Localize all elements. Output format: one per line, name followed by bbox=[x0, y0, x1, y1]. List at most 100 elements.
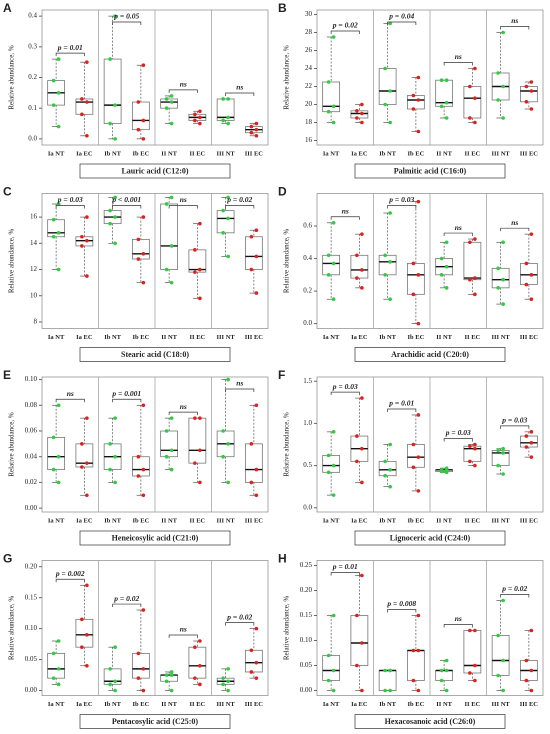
data-point bbox=[169, 673, 174, 677]
data-point bbox=[473, 442, 477, 447]
y-tick-label: 0.0 bbox=[303, 319, 312, 327]
data-point bbox=[355, 116, 359, 120]
data-point bbox=[249, 267, 254, 272]
data-point bbox=[468, 628, 472, 633]
data-point bbox=[473, 237, 477, 241]
box bbox=[350, 110, 369, 119]
data-point bbox=[56, 454, 61, 459]
data-point bbox=[473, 276, 477, 280]
data-point bbox=[496, 448, 500, 453]
data-point bbox=[388, 468, 392, 472]
x-tick-label: III EC bbox=[520, 334, 539, 341]
data-point bbox=[226, 480, 230, 485]
box bbox=[406, 95, 425, 110]
data-point bbox=[326, 109, 331, 114]
data-point bbox=[254, 626, 259, 631]
box bbox=[491, 450, 510, 466]
significance-label: p = 0.03 bbox=[57, 195, 83, 204]
data-point bbox=[56, 57, 61, 61]
significance-bracket bbox=[55, 205, 85, 209]
data-point bbox=[501, 688, 505, 693]
data-point bbox=[411, 678, 416, 683]
data-point bbox=[444, 286, 449, 290]
x-tick-label: III EC bbox=[245, 517, 264, 524]
significance-bracket bbox=[443, 438, 473, 442]
data-point bbox=[164, 673, 169, 677]
data-point bbox=[141, 63, 146, 68]
data-point bbox=[198, 682, 202, 687]
data-point bbox=[51, 435, 56, 440]
data-point bbox=[383, 273, 387, 277]
y-tick-label: 0.10 bbox=[25, 624, 38, 632]
data-point bbox=[326, 653, 331, 658]
box bbox=[378, 254, 397, 276]
x-tick-label: II EC bbox=[465, 150, 481, 157]
data-point bbox=[108, 121, 112, 126]
data-point bbox=[113, 14, 117, 18]
y-tick-label: 18 bbox=[305, 118, 313, 126]
significance-bracket bbox=[500, 227, 530, 232]
data-point bbox=[108, 57, 112, 61]
data-point bbox=[360, 268, 364, 272]
significance-label: p = 0.002 bbox=[55, 569, 85, 578]
data-point bbox=[136, 127, 141, 132]
y-tick-label: 0.1 bbox=[28, 104, 37, 112]
panel-title: Lignoceric acid (C24:0) bbox=[390, 533, 471, 542]
data-point bbox=[388, 21, 392, 26]
data-point bbox=[141, 280, 146, 285]
x-tick-label: Ia NT bbox=[323, 334, 340, 341]
data-point bbox=[360, 480, 364, 485]
x-tick-label: III NT bbox=[217, 517, 236, 524]
data-point bbox=[249, 480, 254, 485]
x-tick-label: Ia EC bbox=[76, 701, 93, 708]
y-tick-label: 0.10 bbox=[300, 636, 313, 644]
data-point bbox=[468, 116, 472, 120]
significance-bracket bbox=[387, 609, 417, 613]
significance-bracket bbox=[330, 30, 360, 34]
y-tick-label: 0.5 bbox=[303, 461, 312, 469]
data-point bbox=[355, 276, 359, 280]
data-point bbox=[169, 100, 174, 104]
box bbox=[435, 670, 453, 681]
significance-bracket bbox=[112, 603, 142, 608]
data-point bbox=[529, 232, 534, 236]
data-point bbox=[501, 84, 505, 89]
data-point bbox=[169, 195, 174, 200]
data-point bbox=[169, 467, 174, 472]
data-point bbox=[360, 102, 364, 107]
box bbox=[322, 655, 340, 681]
data-point bbox=[136, 651, 141, 656]
data-point bbox=[226, 216, 230, 221]
data-point bbox=[501, 116, 505, 120]
x-tick-label: III EC bbox=[245, 150, 264, 157]
panel-letter: A bbox=[3, 1, 12, 15]
data-point bbox=[529, 455, 534, 459]
significance-bracket bbox=[225, 205, 255, 209]
data-point bbox=[416, 413, 421, 417]
data-point bbox=[411, 292, 416, 297]
data-point bbox=[198, 109, 202, 114]
panel-letter: E bbox=[3, 368, 11, 382]
data-point bbox=[331, 430, 336, 434]
y-axis-label: Relative abundance, % bbox=[8, 229, 16, 294]
data-point bbox=[249, 442, 254, 446]
data-point bbox=[360, 232, 364, 236]
y-tick-label: 28 bbox=[305, 28, 313, 36]
data-point bbox=[468, 459, 472, 464]
y-tick-label: 22 bbox=[305, 82, 313, 90]
x-tick-label: Ia NT bbox=[323, 517, 340, 524]
data-point bbox=[439, 678, 444, 683]
data-point bbox=[164, 267, 169, 272]
significance-label: p = 0.05 bbox=[113, 12, 139, 21]
data-point bbox=[226, 115, 230, 120]
box bbox=[378, 68, 397, 105]
significance-label: p = 0.02 bbox=[226, 195, 252, 204]
significance-bracket bbox=[330, 216, 360, 220]
data-point bbox=[85, 100, 89, 104]
significance-label: ns bbox=[180, 402, 187, 411]
box bbox=[216, 210, 235, 234]
x-tick-label: Ia EC bbox=[76, 334, 93, 341]
x-tick-label: II EC bbox=[190, 701, 206, 708]
data-point bbox=[524, 658, 529, 663]
data-point bbox=[51, 234, 56, 239]
